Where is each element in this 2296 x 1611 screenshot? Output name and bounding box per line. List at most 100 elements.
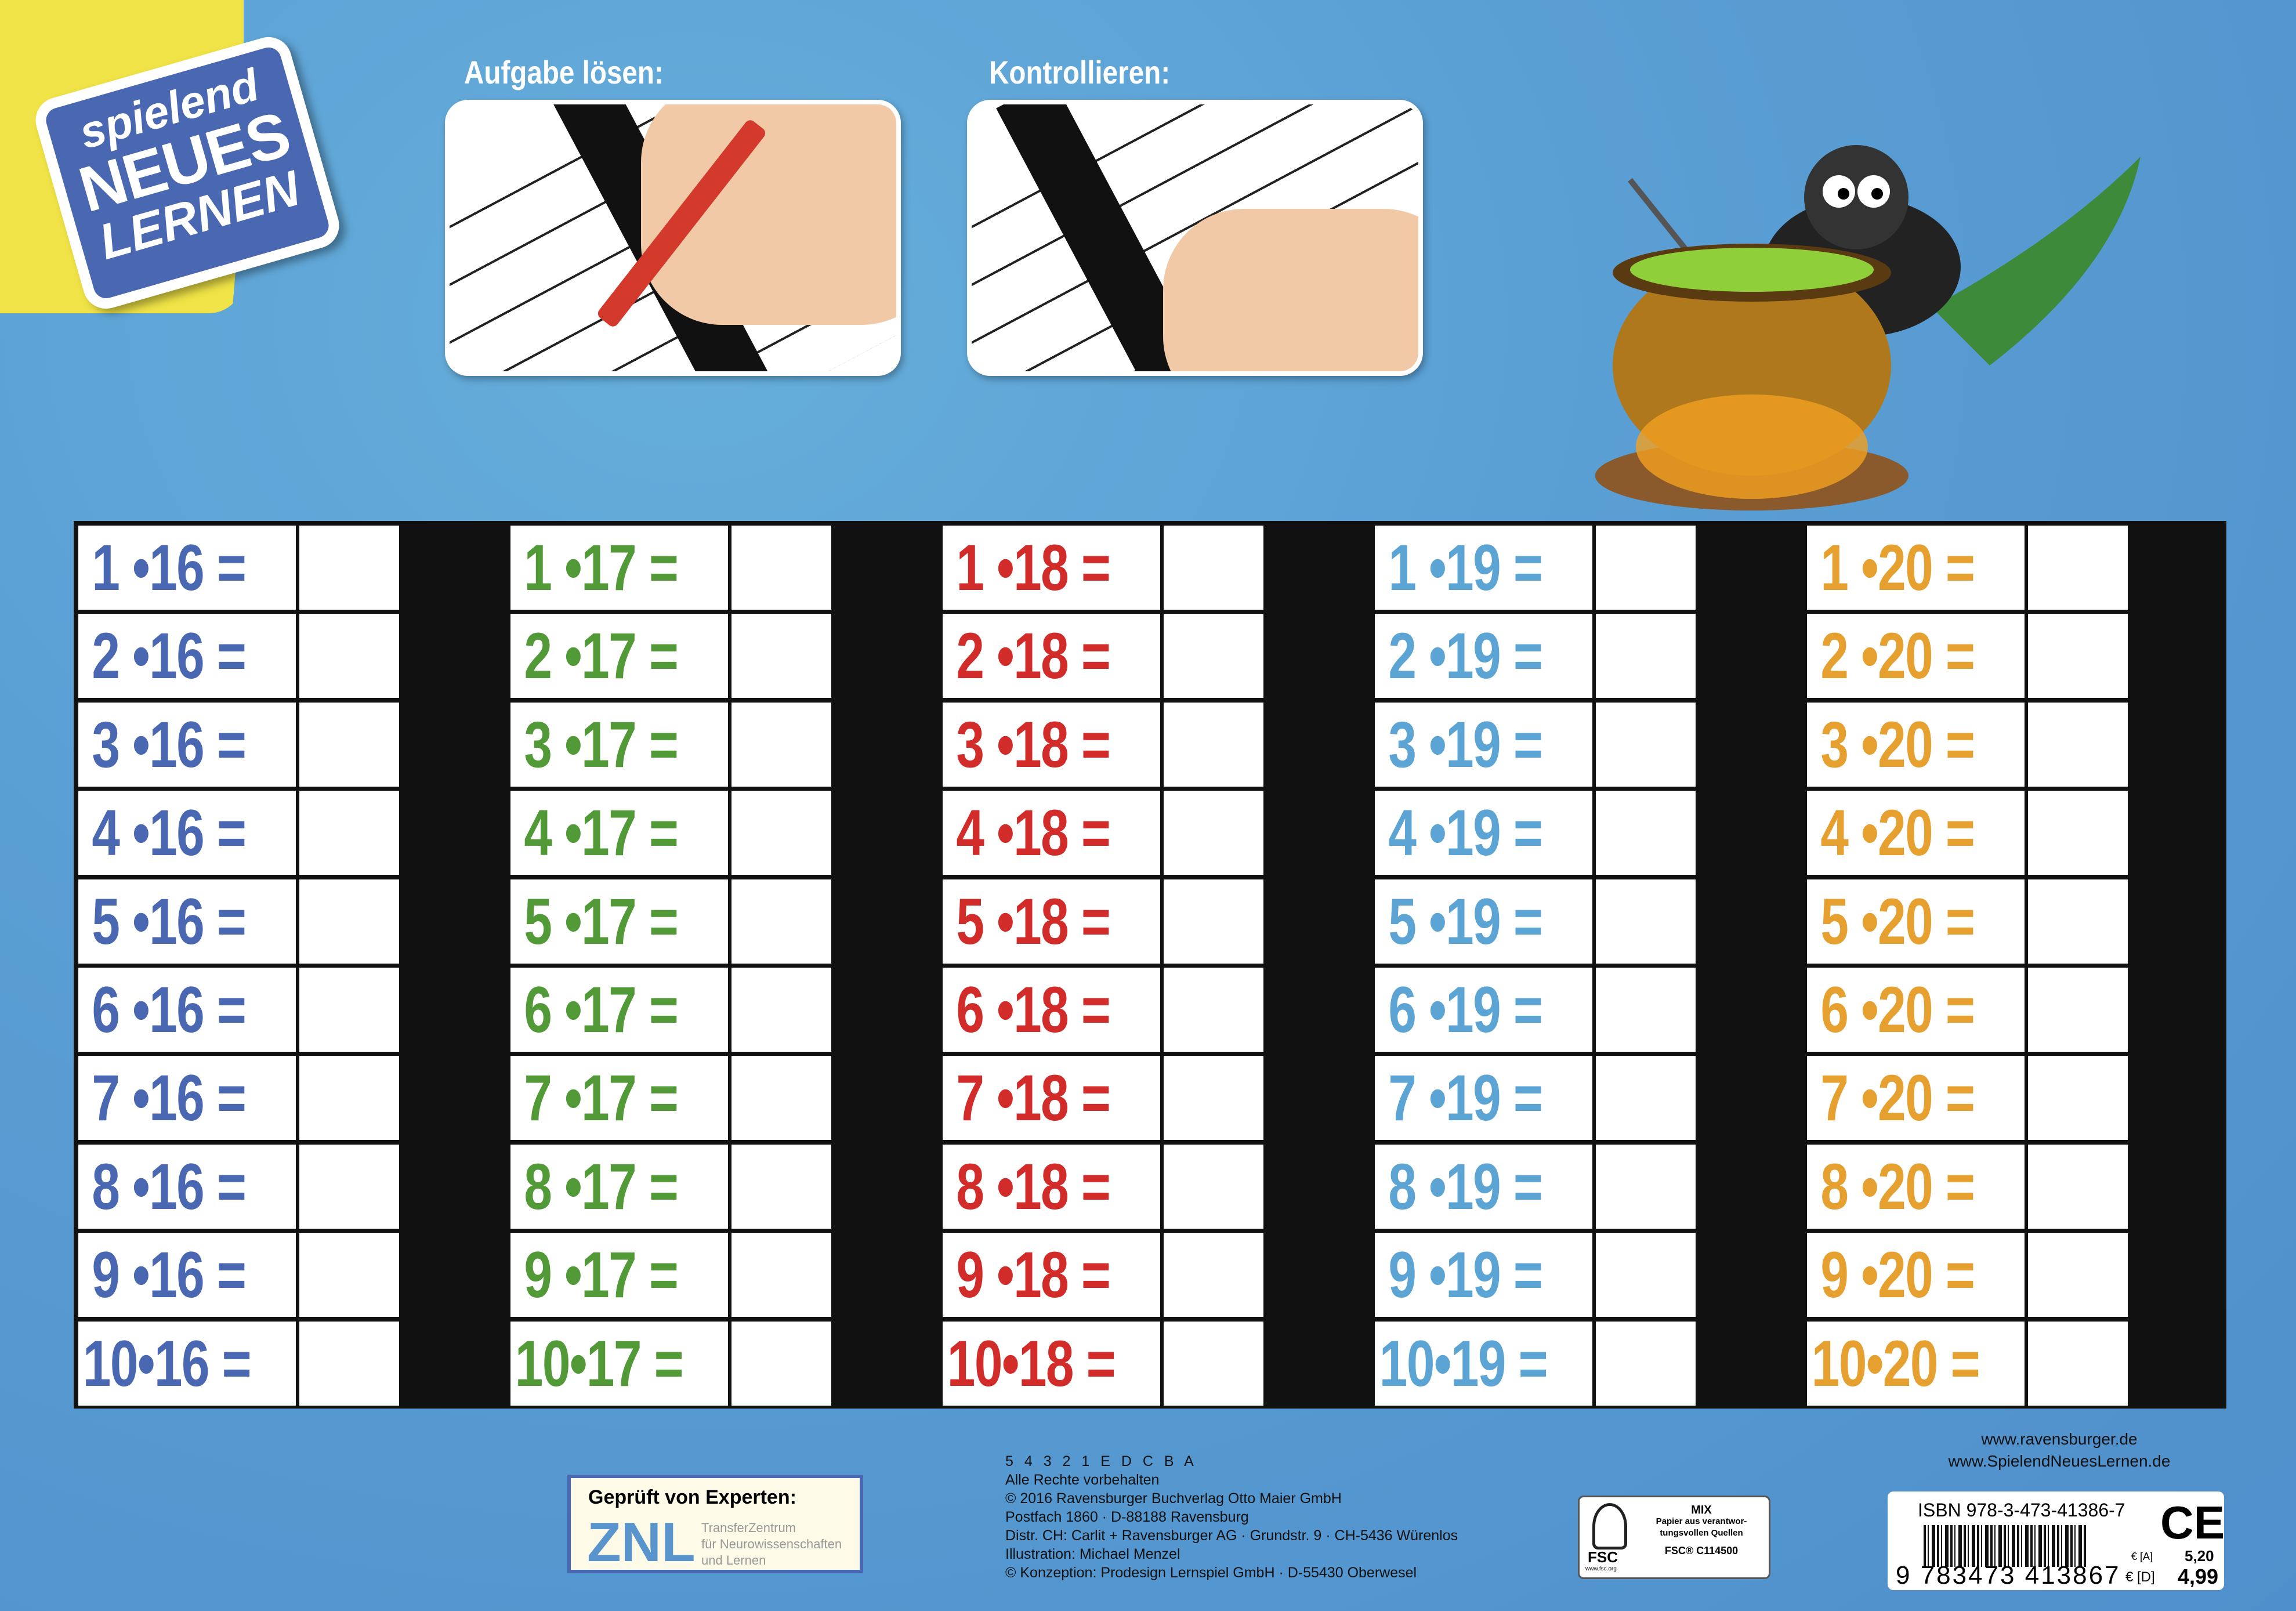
table-row: 4 •19 = [1372, 788, 1697, 877]
answer-cell[interactable] [1596, 1056, 1696, 1141]
table-row: 3 •19 = [1372, 700, 1697, 789]
equation-cell: 6 •16 = [78, 968, 296, 1052]
answer-cell[interactable] [2028, 879, 2128, 964]
equation-cell: 2 •17 = [510, 614, 728, 698]
answer-cell[interactable] [1164, 879, 1263, 964]
ce-mark: CE [2160, 1497, 2225, 1548]
answer-cell[interactable] [2028, 1144, 2128, 1229]
equation-text: 2 •20 = [1820, 620, 1975, 693]
table-row: 4 •16 = [76, 788, 401, 877]
answer-cell[interactable] [1164, 968, 1263, 1052]
price-d-label: € [D] [2125, 1569, 2155, 1585]
answer-cell[interactable] [1164, 791, 1263, 875]
photo-solving-task [445, 100, 901, 376]
equation-cell: 10•20 = [1807, 1321, 2025, 1406]
answer-cell[interactable] [731, 1144, 831, 1229]
website-link-spielend[interactable]: www.SpielendNeuesLernen.de [1948, 1452, 2171, 1470]
answer-cell[interactable] [731, 791, 831, 875]
table-row: 2 •19 = [1372, 611, 1697, 700]
equation-cell: 3 •20 = [1807, 702, 2025, 787]
equation-cell: 7 •17 = [510, 1056, 728, 1141]
equation-cell: 5 •20 = [1807, 879, 2025, 964]
equation-text: 5 •17 = [524, 885, 679, 958]
isbn-number: ISBN 978-3-473-41386-7 [1918, 1500, 2125, 1521]
fsc-text: tungsvollen Quellen [1660, 1528, 1743, 1538]
answer-cell[interactable] [1164, 1056, 1263, 1141]
equation-cell: 2 •20 = [1807, 614, 2025, 698]
answer-cell[interactable] [731, 614, 831, 698]
answer-cell[interactable] [1164, 1144, 1263, 1229]
answer-cell[interactable] [731, 968, 831, 1052]
answer-cell[interactable] [1596, 1144, 1696, 1229]
table-row: 6 •17 = [508, 965, 833, 1054]
answer-cell[interactable] [731, 526, 831, 610]
answer-cell[interactable] [1164, 702, 1263, 787]
barcode [1924, 1525, 2086, 1567]
equation-cell: 6 •20 = [1807, 968, 2025, 1052]
znl-line1: TransferZentrum [701, 1521, 796, 1535]
equation-text: 3 •18 = [956, 708, 1111, 781]
instruction-heading-solve: Aufgabe lösen: [464, 54, 664, 90]
website-link-ravensburger[interactable]: www.ravensburger.de [1981, 1430, 2138, 1448]
table-column-20: 1 •20 = 2 •20 = 3 •20 = 4 •20 = 5 •20 = 6 •20… [1805, 523, 2130, 1406]
answer-cell[interactable] [299, 879, 399, 964]
answer-cell[interactable] [299, 526, 399, 610]
equation-text: 4 •17 = [524, 797, 679, 870]
equation-text: 8 •17 = [524, 1150, 679, 1223]
answer-cell[interactable] [731, 702, 831, 787]
answer-cell[interactable] [1596, 702, 1696, 787]
equation-cell: 2 •19 = [1375, 614, 1592, 698]
equation-text: 9 •20 = [1820, 1239, 1975, 1312]
table-row: 2 •18 = [940, 611, 1265, 700]
equation-text: 1 •18 = [956, 531, 1111, 604]
equation-text: 4 •20 = [1820, 797, 1975, 870]
equation-cell: 7 •18 = [943, 1056, 1160, 1141]
answer-cell[interactable] [2028, 791, 2128, 875]
answer-cell[interactable] [2028, 526, 2128, 610]
answer-cell[interactable] [299, 1233, 399, 1317]
answer-cell[interactable] [1596, 1321, 1696, 1406]
answer-cell[interactable] [2028, 1056, 2128, 1141]
answer-cell[interactable] [2028, 1233, 2128, 1317]
equation-cell: 1 •18 = [943, 526, 1160, 610]
answer-cell[interactable] [1596, 526, 1696, 610]
answer-cell[interactable] [2028, 614, 2128, 698]
equation-text: 7 •17 = [524, 1062, 679, 1135]
answer-cell[interactable] [299, 791, 399, 875]
answer-cell[interactable] [1164, 1233, 1263, 1317]
equation-cell: 5 •18 = [943, 879, 1160, 964]
answer-cell[interactable] [299, 614, 399, 698]
table-row: 10•18 = [940, 1319, 1265, 1408]
answer-cell[interactable] [1596, 614, 1696, 698]
equation-cell: 4 •20 = [1807, 791, 2025, 875]
equation-text: 9 •19 = [1388, 1239, 1543, 1312]
table-row: 3 •18 = [940, 700, 1265, 789]
answer-cell[interactable] [1164, 1321, 1263, 1406]
answer-cell[interactable] [1596, 879, 1696, 964]
answer-cell[interactable] [1596, 791, 1696, 875]
answer-cell[interactable] [731, 1233, 831, 1317]
answer-cell[interactable] [731, 1321, 831, 1406]
equation-cell: 10•19 = [1375, 1321, 1592, 1406]
answer-cell[interactable] [2028, 702, 2128, 787]
answer-cell[interactable] [2028, 1321, 2128, 1406]
answer-cell[interactable] [299, 1056, 399, 1141]
table-row: 4 •18 = [940, 788, 1265, 877]
answer-cell[interactable] [2028, 968, 2128, 1052]
answer-cell[interactable] [299, 1144, 399, 1229]
table-row: 6 •19 = [1372, 965, 1697, 1054]
fsc-mix: MIX [1691, 1504, 1712, 1516]
table-row: 2 •17 = [508, 611, 833, 700]
answer-cell[interactable] [299, 968, 399, 1052]
answer-cell[interactable] [731, 879, 831, 964]
answer-cell[interactable] [1596, 968, 1696, 1052]
equation-cell: 3 •19 = [1375, 702, 1592, 787]
answer-cell[interactable] [1164, 614, 1263, 698]
fsc-text: Papier aus verantwor- [1656, 1516, 1747, 1526]
answer-cell[interactable] [731, 1056, 831, 1141]
answer-cell[interactable] [299, 702, 399, 787]
answer-cell[interactable] [1596, 1233, 1696, 1317]
answer-cell[interactable] [1164, 526, 1263, 610]
answer-cell[interactable] [299, 1321, 399, 1406]
equation-text: 2 •19 = [1388, 620, 1543, 693]
